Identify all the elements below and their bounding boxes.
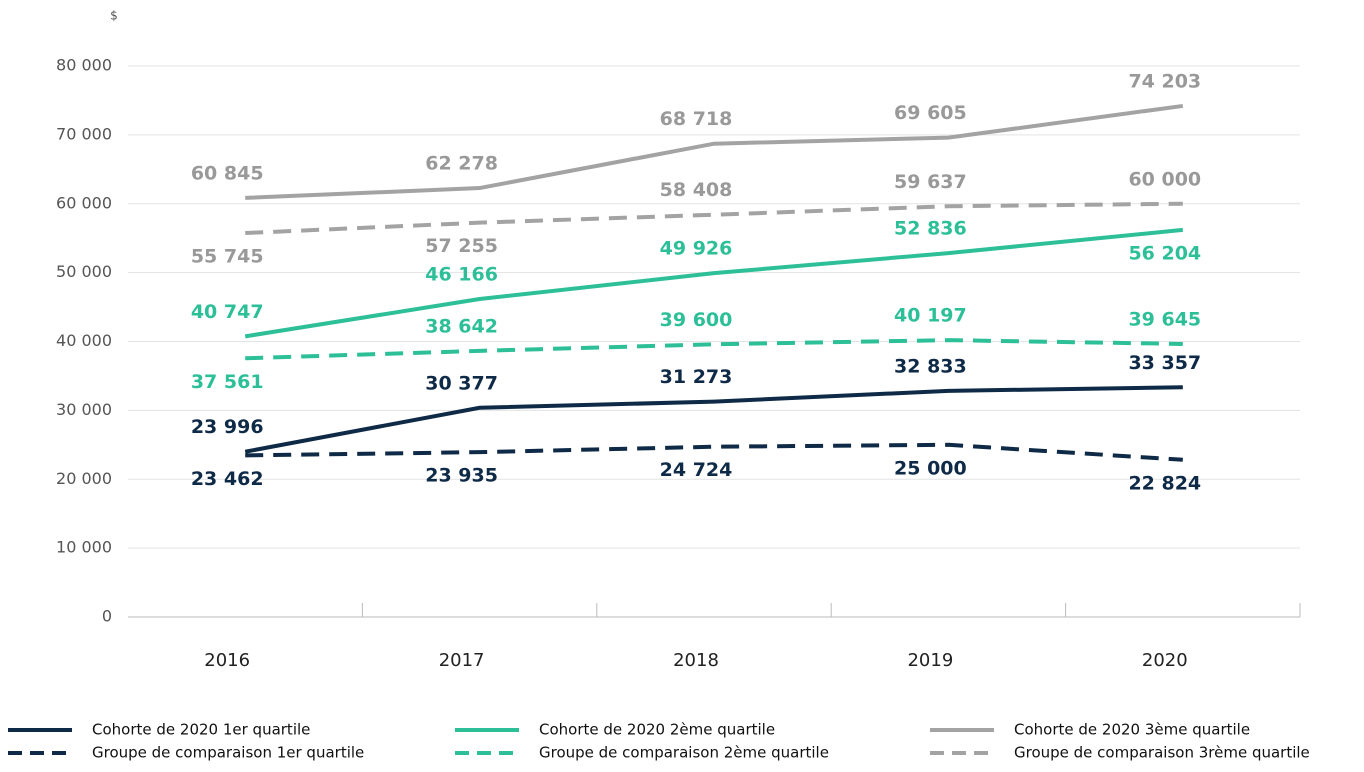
data-label: 46 166 bbox=[425, 264, 498, 286]
x-tick-label: 2019 bbox=[907, 650, 953, 671]
data-label: 74 203 bbox=[1128, 70, 1201, 92]
x-tick-label: 2017 bbox=[439, 650, 485, 671]
data-label: 23 462 bbox=[191, 468, 264, 490]
data-label: 59 637 bbox=[894, 171, 967, 193]
data-label: 23 935 bbox=[425, 465, 498, 487]
data-label: 49 926 bbox=[660, 238, 733, 260]
legend-label: Cohorte de 2020 1er quartile bbox=[92, 721, 310, 739]
data-label: 55 745 bbox=[191, 246, 264, 268]
y-tick-label: 70 000 bbox=[56, 124, 112, 143]
legend-label: Groupe de comparaison 1er quartile bbox=[92, 744, 364, 762]
data-label: 38 642 bbox=[425, 315, 498, 337]
data-label: 56 204 bbox=[1128, 242, 1201, 264]
data-label: 68 718 bbox=[660, 108, 733, 130]
y-tick-label: 30 000 bbox=[56, 400, 112, 419]
y-tick-label: 80 000 bbox=[56, 56, 112, 75]
data-label: 57 255 bbox=[425, 235, 498, 257]
y-tick-label: 0 bbox=[102, 607, 112, 626]
data-label: 22 824 bbox=[1128, 472, 1201, 494]
legend-label: Groupe de comparaison 2ème quartile bbox=[539, 744, 829, 762]
legend-label: Groupe de comparaison 3rème quartile bbox=[1014, 744, 1310, 762]
x-tick-label: 2016 bbox=[204, 650, 250, 671]
data-label: 58 408 bbox=[660, 179, 733, 201]
data-label: 62 278 bbox=[425, 153, 498, 175]
data-label: 32 833 bbox=[894, 355, 967, 377]
data-label: 31 273 bbox=[660, 366, 733, 388]
x-tick-label: 2020 bbox=[1142, 650, 1188, 671]
y-tick-label: 40 000 bbox=[56, 331, 112, 350]
series-line bbox=[245, 201, 1183, 236]
series-line bbox=[244, 227, 1183, 339]
data-label: 69 605 bbox=[894, 102, 967, 124]
y-unit: $ bbox=[110, 9, 118, 23]
data-label: 60 000 bbox=[1128, 168, 1201, 190]
legend-label: Cohorte de 2020 2ème quartile bbox=[539, 721, 775, 739]
y-tick-label: 60 000 bbox=[56, 193, 112, 212]
series-line bbox=[245, 103, 1184, 200]
data-label: 40 197 bbox=[894, 305, 967, 327]
data-label: 39 645 bbox=[1128, 308, 1201, 330]
legend-label: Cohorte de 2020 3ème quartile bbox=[1014, 721, 1250, 739]
data-label: 23 996 bbox=[191, 416, 264, 438]
data-label: 40 747 bbox=[191, 301, 264, 323]
y-tick-label: 50 000 bbox=[56, 262, 112, 281]
data-label: 30 377 bbox=[425, 372, 498, 394]
data-label: 60 845 bbox=[191, 162, 264, 184]
data-label: 24 724 bbox=[660, 459, 733, 481]
y-tick-label: 10 000 bbox=[56, 538, 112, 557]
series-line bbox=[244, 385, 1183, 454]
series-line bbox=[245, 442, 1183, 462]
data-label: 25 000 bbox=[894, 457, 967, 479]
x-tick-label: 2018 bbox=[673, 650, 719, 671]
data-label: 39 600 bbox=[660, 309, 733, 331]
y-tick-label: 20 000 bbox=[56, 469, 112, 488]
data-label: 37 561 bbox=[191, 371, 264, 393]
series-line bbox=[245, 338, 1183, 361]
data-label: 52 836 bbox=[894, 218, 967, 240]
data-label: 33 357 bbox=[1128, 352, 1201, 374]
